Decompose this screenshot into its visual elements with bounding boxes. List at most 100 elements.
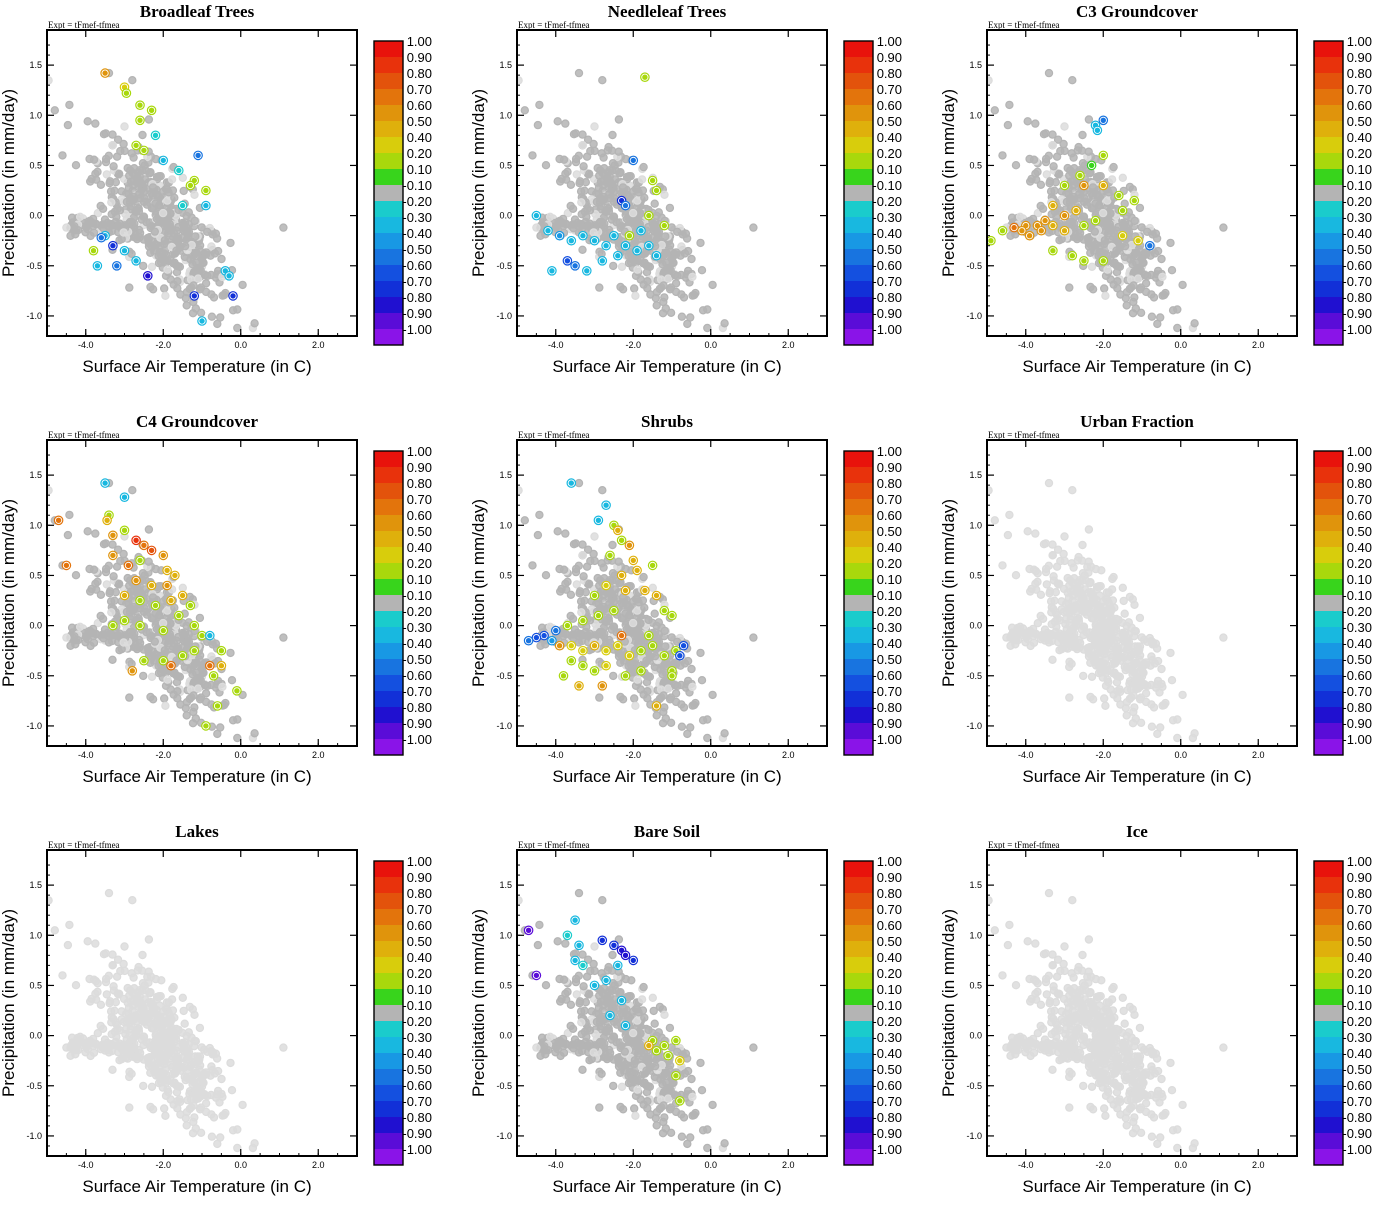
background-point bbox=[1006, 511, 1013, 518]
background-point bbox=[644, 688, 651, 695]
background-point bbox=[1107, 686, 1114, 693]
data-point bbox=[591, 238, 597, 244]
data-point bbox=[168, 597, 174, 603]
colorbar-label: 0.20 bbox=[877, 556, 902, 571]
data-point bbox=[1061, 228, 1067, 234]
background-point bbox=[1049, 656, 1056, 663]
colorbar-swatch bbox=[1314, 73, 1343, 89]
background-point bbox=[1143, 690, 1150, 697]
background-point bbox=[182, 243, 189, 250]
data-point bbox=[191, 293, 197, 299]
background-point bbox=[557, 178, 564, 185]
background-point bbox=[1110, 574, 1117, 581]
background-point bbox=[1042, 130, 1049, 137]
data-point bbox=[214, 703, 220, 709]
x-axis-label: Surface Air Temperature (in C) bbox=[82, 767, 311, 786]
background-point bbox=[635, 634, 642, 641]
background-point bbox=[609, 570, 616, 577]
background-point bbox=[1024, 528, 1031, 535]
colorbar-swatch bbox=[844, 201, 873, 217]
background-point bbox=[607, 195, 614, 202]
background-point bbox=[615, 558, 622, 565]
background-point bbox=[145, 649, 152, 656]
colorbar-label: 0.80 bbox=[1347, 66, 1372, 81]
colorbar-label: 0.60 bbox=[407, 508, 432, 523]
background-point bbox=[691, 291, 698, 298]
background-point bbox=[1077, 229, 1084, 236]
background-point bbox=[156, 248, 163, 255]
data-point bbox=[615, 643, 621, 649]
y-tick-label: -1.0 bbox=[26, 721, 42, 731]
background-point bbox=[662, 715, 669, 722]
data-point bbox=[226, 273, 232, 279]
data-point bbox=[646, 243, 652, 249]
background-point bbox=[1092, 566, 1099, 573]
colorbar-swatch bbox=[844, 499, 873, 515]
background-point bbox=[155, 260, 162, 267]
background-point bbox=[688, 255, 695, 262]
data-point bbox=[133, 537, 139, 543]
background-point bbox=[1088, 190, 1095, 197]
data-point bbox=[207, 632, 213, 638]
background-point bbox=[639, 597, 646, 604]
colorbar-label: 0.50 bbox=[407, 114, 432, 129]
background-point bbox=[1066, 694, 1073, 701]
colorbar-label: 0.90 bbox=[407, 460, 432, 475]
data-point bbox=[649, 562, 655, 568]
background-point bbox=[586, 170, 593, 177]
background-point bbox=[644, 695, 651, 702]
colorbar-label: -0.70 bbox=[1342, 274, 1372, 289]
background-point bbox=[709, 281, 716, 288]
data-point bbox=[152, 602, 158, 608]
background-point bbox=[1079, 577, 1086, 584]
background-point bbox=[626, 173, 633, 180]
background-point bbox=[586, 580, 593, 587]
background-point bbox=[655, 619, 662, 626]
data-point bbox=[1094, 127, 1100, 133]
background-point bbox=[1143, 280, 1150, 287]
background-point bbox=[625, 260, 632, 267]
background-point bbox=[126, 284, 133, 291]
background-point bbox=[120, 229, 127, 236]
y-tick-label: 1.0 bbox=[29, 520, 42, 530]
background-point bbox=[1087, 693, 1094, 700]
data-point bbox=[129, 668, 135, 674]
colorbar-swatch bbox=[1314, 265, 1343, 281]
colorbar-swatch bbox=[374, 723, 403, 739]
background-point bbox=[615, 116, 622, 123]
background-point bbox=[145, 558, 152, 565]
background-point bbox=[652, 653, 659, 660]
x-tick-label: -4.0 bbox=[548, 340, 564, 350]
background-point bbox=[678, 723, 685, 730]
data-point bbox=[1042, 217, 1048, 223]
data-point bbox=[121, 592, 127, 598]
background-point bbox=[1043, 155, 1050, 162]
background-point bbox=[1144, 228, 1151, 235]
background-point bbox=[103, 991, 110, 998]
background-point bbox=[631, 695, 638, 702]
colorbar-label: 0.90 bbox=[1347, 50, 1372, 65]
data-point bbox=[1100, 152, 1106, 158]
y-axis-label: Precipitation (in mm/day) bbox=[0, 499, 18, 687]
colorbar-swatch bbox=[1314, 153, 1343, 169]
background-point bbox=[570, 615, 577, 622]
background-point bbox=[102, 130, 109, 137]
background-point bbox=[1174, 734, 1181, 741]
background-point bbox=[117, 148, 124, 155]
colorbar-swatch bbox=[374, 691, 403, 707]
y-axis-label: Precipitation (in mm/day) bbox=[939, 499, 958, 687]
data-point bbox=[137, 117, 143, 123]
colorbar-label: 0.90 bbox=[877, 460, 902, 475]
background-point bbox=[1159, 683, 1166, 690]
colorbar-label: -0.80 bbox=[402, 290, 432, 305]
y-tick-label: -0.5 bbox=[966, 671, 982, 681]
colorbar-swatch bbox=[1314, 691, 1343, 707]
background-point bbox=[1147, 662, 1154, 669]
background-point bbox=[1085, 148, 1092, 155]
colorbar-swatch bbox=[844, 313, 873, 329]
background-point bbox=[196, 614, 203, 621]
data-point bbox=[580, 617, 586, 623]
background-point bbox=[1113, 247, 1120, 254]
colorbar-swatch bbox=[1314, 467, 1343, 483]
